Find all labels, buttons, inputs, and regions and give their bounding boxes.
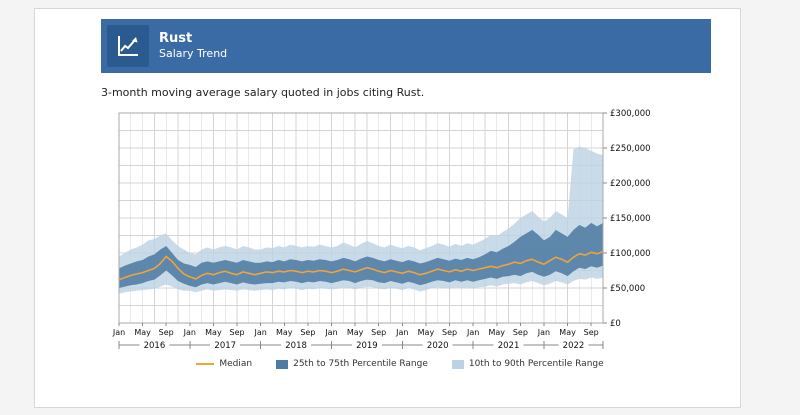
- svg-text:Sep: Sep: [442, 328, 457, 337]
- svg-text:Jan: Jan: [537, 328, 550, 337]
- svg-text:May: May: [134, 328, 151, 337]
- chart-legend: Median 25th to 75th Percentile Range 10t…: [111, 359, 689, 369]
- svg-text:Jan: Jan: [466, 328, 479, 337]
- svg-text:£0: £0: [610, 319, 621, 329]
- legend-item-10-90: 10th to 90th Percentile Range: [451, 359, 604, 369]
- svg-text:Jan: Jan: [112, 328, 125, 337]
- svg-text:May: May: [347, 328, 364, 337]
- line-chart-icon: [115, 33, 141, 59]
- content-panel: Rust Salary Trend 3-month moving average…: [34, 8, 741, 408]
- svg-text:Sep: Sep: [513, 328, 528, 337]
- svg-text:2017: 2017: [214, 341, 236, 351]
- svg-text:May: May: [488, 328, 505, 337]
- legend-label-median: Median: [219, 359, 253, 369]
- band-25-75-swatch: [276, 359, 289, 369]
- svg-text:Jan: Jan: [253, 328, 266, 337]
- legend-item-median: Median: [196, 359, 252, 369]
- header-text: Rust Salary Trend: [159, 31, 227, 61]
- svg-text:2019: 2019: [356, 341, 378, 351]
- svg-text:2016: 2016: [144, 341, 166, 351]
- svg-text:2020: 2020: [427, 341, 449, 351]
- svg-text:Jan: Jan: [324, 328, 337, 337]
- salary-trend-chart: £0 £50,000 £100,000 £150,000 £200,000 £250,00…: [112, 109, 651, 351]
- salary-trend-header: Rust Salary Trend: [101, 19, 711, 73]
- legend-label-25-75: 25th to 75th Percentile Range: [293, 359, 428, 369]
- svg-text:May: May: [559, 328, 576, 337]
- legend-label-10-90: 10th to 90th Percentile Range: [468, 359, 604, 369]
- svg-text:2022: 2022: [563, 341, 585, 351]
- svg-text:£50,000: £50,000: [610, 284, 645, 294]
- svg-text:£300,000: £300,000: [610, 109, 651, 119]
- band-10-90-swatch: [451, 359, 464, 369]
- trend-icon-box: [107, 25, 149, 67]
- chart-container: £0 £50,000 £100,000 £150,000 £200,000 £250,00…: [111, 105, 689, 355]
- median-line-swatch: [196, 363, 215, 365]
- page-subtitle: Salary Trend: [159, 47, 228, 61]
- svg-text:May: May: [276, 328, 293, 337]
- svg-text:Sep: Sep: [584, 328, 599, 337]
- chart-description: 3-month moving average salary quoted in …: [101, 86, 425, 99]
- svg-text:Sep: Sep: [300, 328, 315, 337]
- svg-text:Sep: Sep: [371, 328, 386, 337]
- page-title: Rust: [159, 31, 193, 46]
- svg-text:Jan: Jan: [183, 328, 196, 337]
- svg-text:£250,000: £250,000: [610, 144, 651, 154]
- legend-item-25-75: 25th to 75th Percentile Range: [276, 359, 428, 369]
- svg-text:£100,000: £100,000: [610, 249, 651, 259]
- svg-text:Sep: Sep: [230, 328, 245, 337]
- svg-text:Sep: Sep: [159, 328, 174, 337]
- svg-text:May: May: [205, 328, 222, 337]
- svg-text:Jan: Jan: [395, 328, 408, 337]
- svg-text:£200,000: £200,000: [610, 179, 651, 189]
- svg-text:May: May: [418, 328, 435, 337]
- svg-text:£150,000: £150,000: [610, 214, 651, 224]
- svg-text:2021: 2021: [498, 341, 520, 351]
- svg-text:2018: 2018: [285, 341, 307, 351]
